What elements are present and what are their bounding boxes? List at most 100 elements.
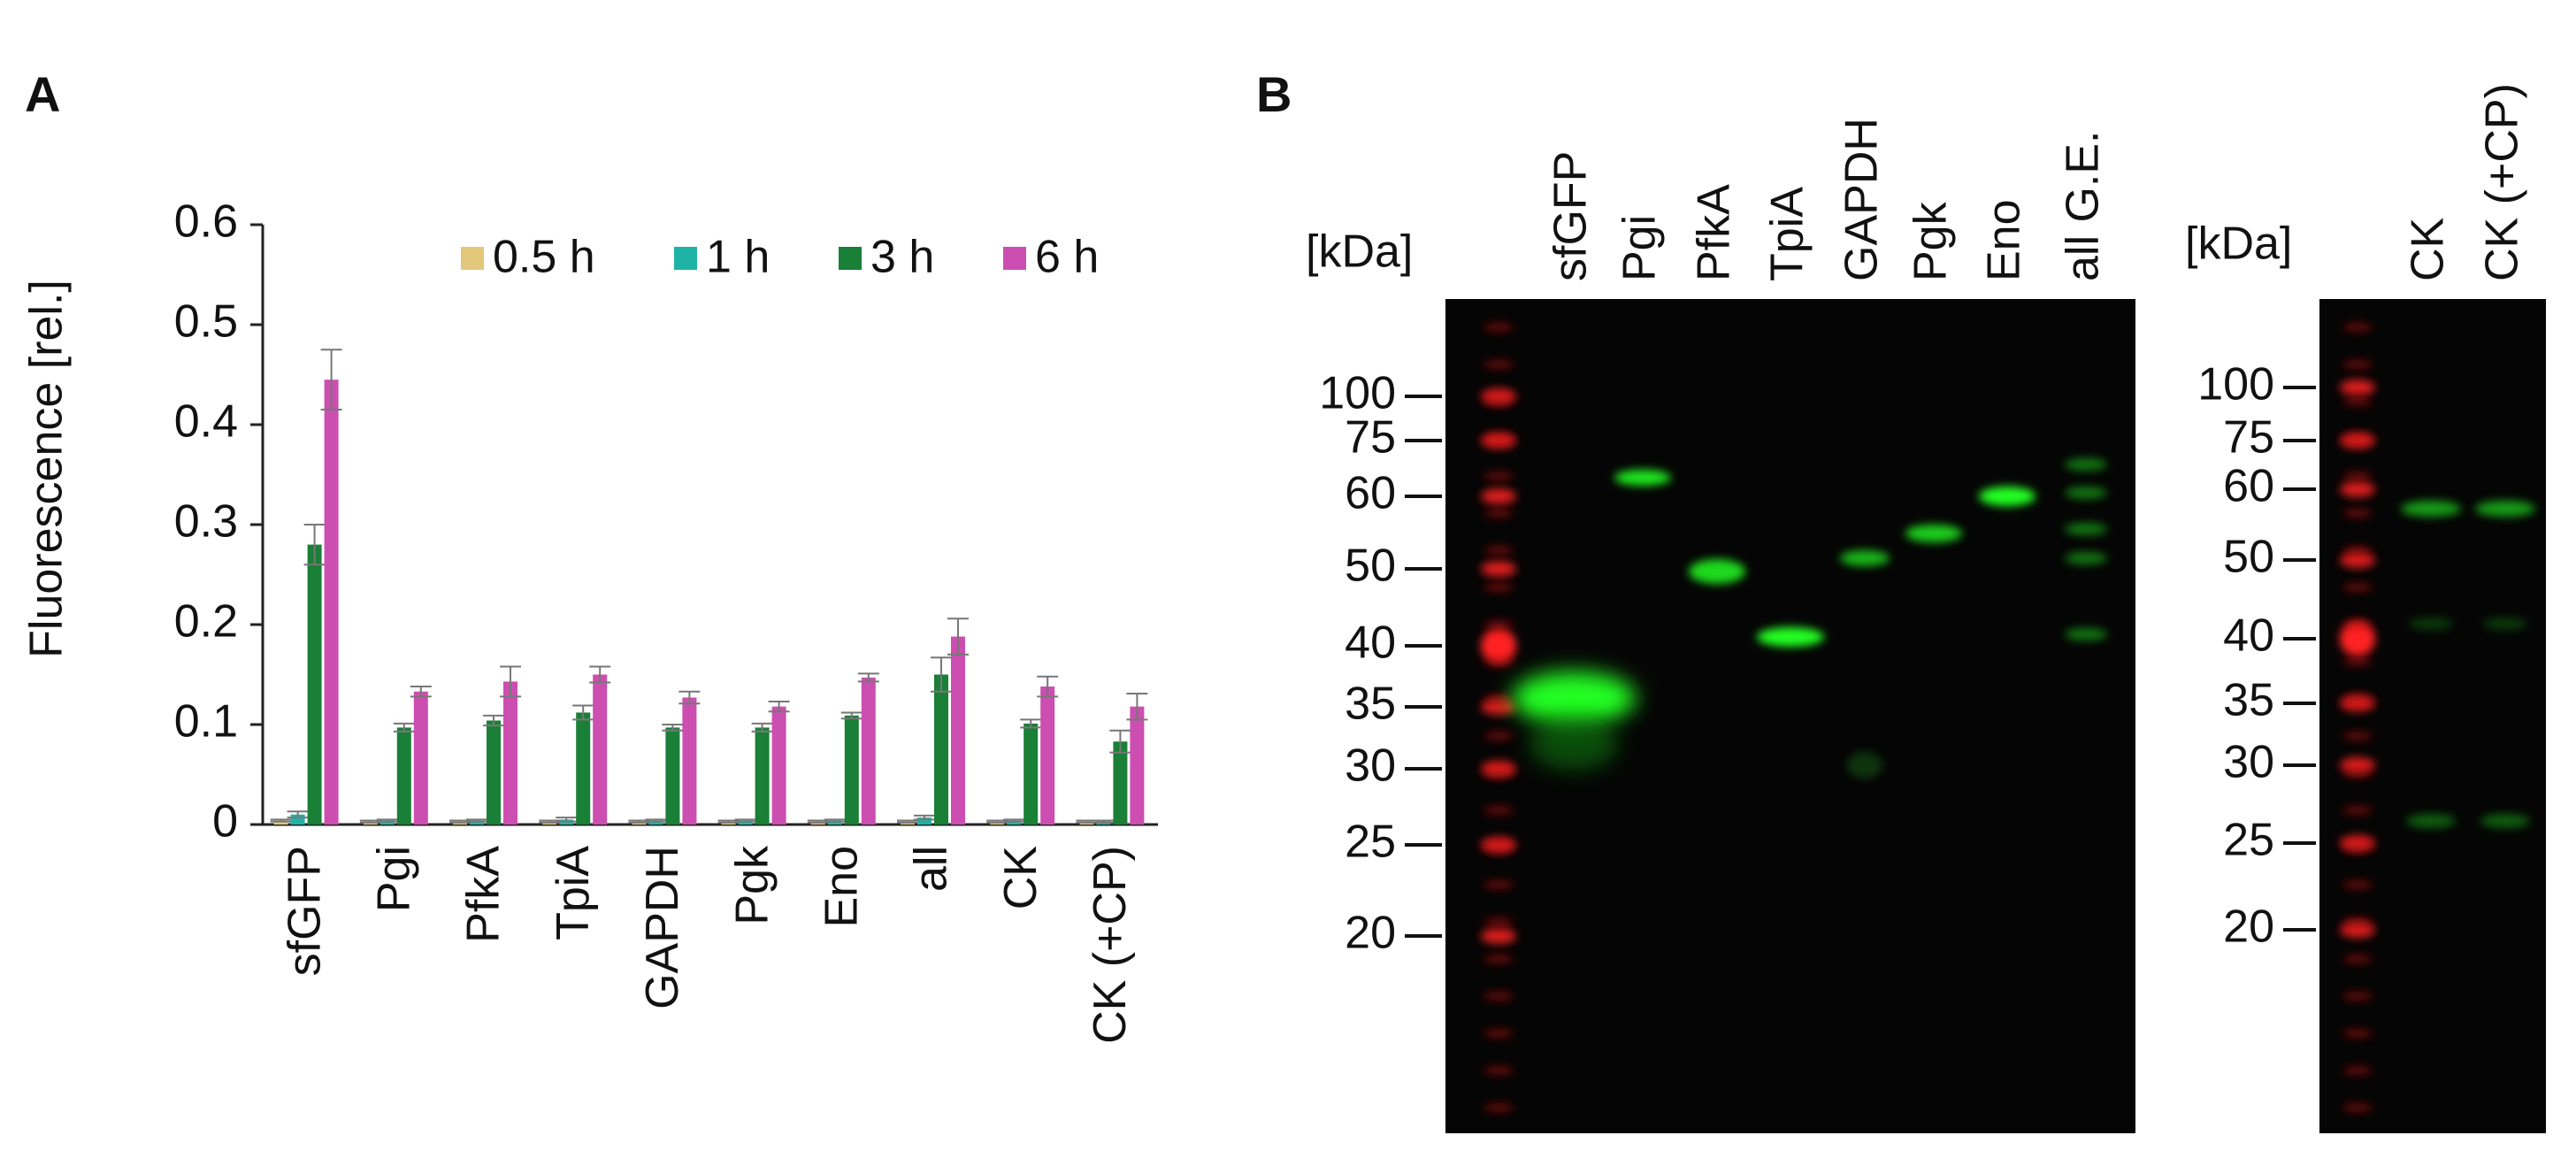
band — [1484, 360, 1514, 369]
error-bar — [393, 722, 415, 733]
band — [1979, 487, 2036, 506]
marker-label: 60 — [2223, 461, 2274, 512]
bands — [1481, 323, 2535, 1112]
band — [2342, 472, 2373, 480]
legend-label: 6 h — [1035, 232, 1099, 283]
band — [1484, 1103, 1514, 1112]
error-bar — [500, 665, 521, 698]
error-bar — [645, 818, 667, 823]
band — [2340, 757, 2375, 773]
error-bar — [589, 665, 611, 684]
band — [2065, 458, 2107, 471]
band — [1484, 434, 1514, 443]
band — [1757, 627, 1824, 647]
y-tick-label: 0.3 — [174, 496, 238, 548]
band — [1484, 806, 1514, 815]
legend-label: 0.5 h — [493, 232, 595, 283]
band — [2342, 880, 2373, 889]
band — [2340, 481, 2375, 497]
band — [1484, 917, 1514, 926]
marker-label: 100 — [2197, 359, 2274, 410]
error-bar — [751, 722, 773, 733]
bar — [755, 727, 770, 825]
legend-swatch — [461, 247, 484, 270]
lane-label: PfkA — [1689, 184, 1740, 281]
band — [1481, 928, 1516, 944]
band — [2342, 806, 2373, 815]
band — [1530, 717, 1618, 770]
marker-label: 40 — [2223, 610, 2274, 662]
error-bar — [628, 819, 650, 824]
band — [2342, 694, 2373, 703]
error-bar — [270, 818, 292, 823]
legend-swatch — [674, 247, 697, 270]
band — [2340, 621, 2375, 656]
band — [1484, 1066, 1514, 1075]
error-bar — [320, 349, 342, 411]
marker-label: 25 — [1345, 817, 1396, 868]
bar — [844, 715, 859, 825]
band — [1481, 561, 1516, 577]
band — [2340, 380, 2375, 395]
marker-label: 60 — [1345, 468, 1396, 519]
band — [2342, 657, 2373, 666]
band — [2342, 397, 2373, 406]
legend-swatch — [839, 247, 862, 270]
bar — [1040, 687, 1055, 825]
marker-label: 35 — [1345, 679, 1396, 730]
band — [1484, 992, 1514, 1001]
band — [2342, 732, 2373, 740]
error-bar — [717, 819, 740, 824]
band — [1484, 472, 1514, 480]
error-bar — [556, 817, 578, 823]
bar — [576, 712, 591, 825]
error-bar — [947, 618, 969, 656]
lane-label: all G.E. — [2058, 131, 2109, 282]
lane-label: Eno — [1979, 199, 2030, 281]
x-tick-label: all — [906, 846, 957, 892]
band — [2401, 501, 2461, 517]
band — [2342, 620, 2373, 629]
panel-label: A — [25, 66, 60, 122]
x-tick-label: CK (+CP) — [1085, 846, 1136, 1044]
band — [1484, 955, 1514, 963]
marker-label: 75 — [2223, 412, 2274, 464]
band — [2342, 917, 2373, 926]
band — [1484, 769, 1514, 778]
y-tick-label: 0.6 — [174, 196, 238, 248]
bar — [1113, 741, 1128, 825]
bar — [290, 814, 305, 825]
error-bar — [410, 686, 432, 698]
bar — [487, 720, 501, 825]
lane-label: GAPDH — [1836, 118, 1888, 281]
band — [2342, 992, 2373, 1001]
y-tick-label: 0.5 — [174, 296, 238, 348]
lane-label: Pgi — [1614, 215, 1666, 281]
x-tick-label: PfkA — [458, 846, 510, 943]
band — [2340, 922, 2375, 938]
bar — [738, 820, 753, 825]
lane-label: TpiA — [1762, 187, 1813, 281]
error-bar — [857, 672, 879, 683]
x-tick-label: CK — [995, 846, 1046, 910]
x-tick-label: Pgk — [726, 845, 778, 925]
kda-label: [kDa] — [1306, 226, 1413, 278]
error-bar — [466, 818, 487, 823]
bar — [593, 674, 608, 825]
bar — [861, 677, 876, 825]
bar — [665, 727, 680, 825]
panel-label: B — [1256, 66, 1292, 122]
error-bar — [931, 656, 952, 693]
error-bar — [986, 819, 1008, 824]
bar — [470, 820, 484, 825]
marker-label: 75 — [1345, 412, 1396, 464]
legend-swatch — [1003, 247, 1026, 270]
marker-label: 20 — [1345, 908, 1396, 959]
lane-label: CK — [2403, 217, 2454, 281]
band — [1840, 550, 1890, 566]
band — [2342, 1066, 2373, 1075]
band — [1484, 620, 1514, 629]
marker-label: 40 — [1345, 618, 1396, 669]
